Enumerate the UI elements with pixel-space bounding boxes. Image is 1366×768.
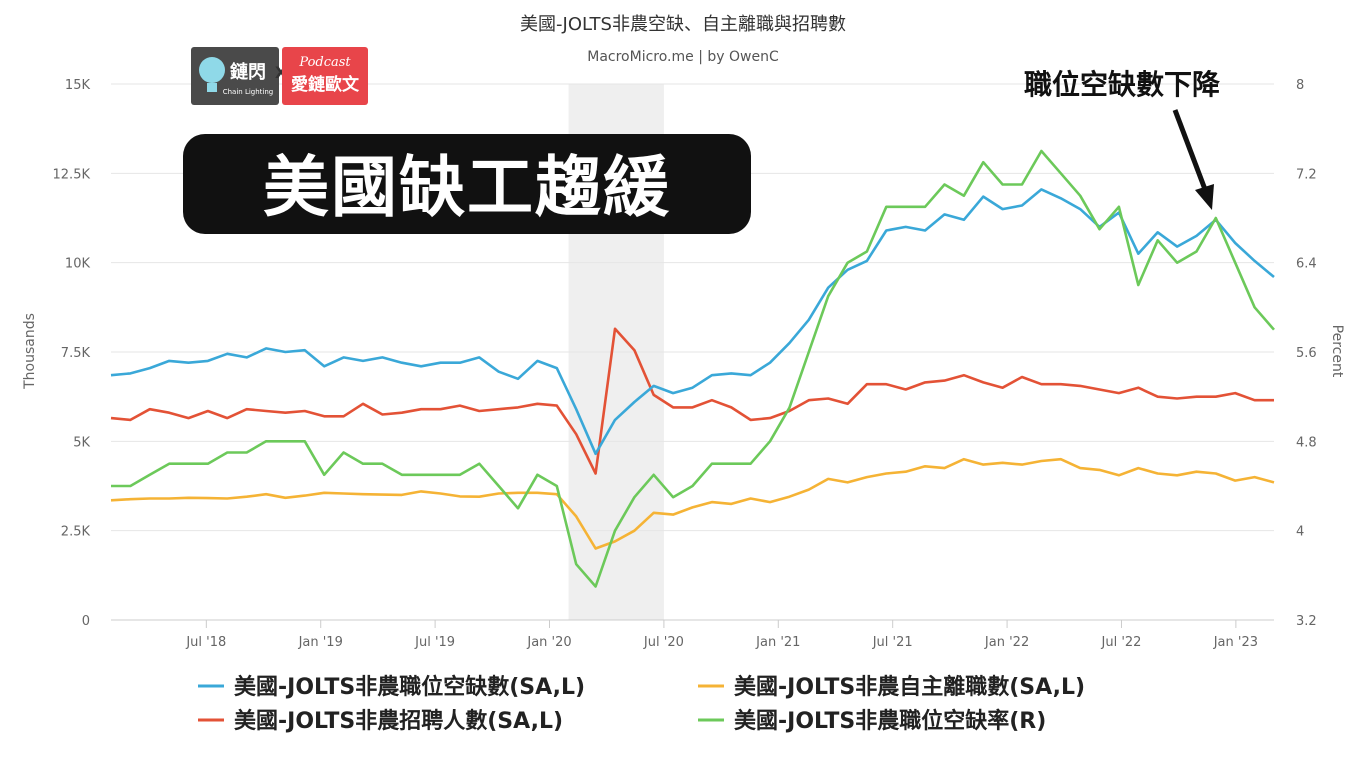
legend-entry[interactable]: 美國-JOLTS非農職位空缺數(SA,L): [234, 674, 585, 700]
x-tick-label: Jan '20: [526, 635, 571, 650]
right-tick-label: 5.6: [1296, 346, 1317, 361]
x-tick-label: Jan '22: [984, 635, 1029, 650]
logo-left-text: 鏈閃: [230, 61, 266, 83]
left-axis-title: Thousands: [22, 313, 38, 390]
banner-text: 美國缺工趨緩: [263, 149, 671, 226]
x-tick-label: Jul '19: [414, 635, 455, 650]
x-tick-label: Jul '18: [185, 635, 226, 650]
chart-title: 美國-JOLTS非農空缺、自主離職與招聘數: [520, 14, 846, 35]
left-tick-label: 2.5K: [61, 525, 91, 540]
left-tick-label: 0: [82, 614, 90, 629]
logo-podcast: Podcast 愛鏈歐文: [282, 47, 368, 105]
logo-left-subtext: Chain Lighting: [223, 88, 274, 96]
left-tick-label: 5K: [73, 435, 90, 450]
left-tick-label: 12.5K: [53, 167, 91, 182]
right-tick-label: 4: [1296, 525, 1304, 540]
legend: 美國-JOLTS非農職位空缺數(SA,L) 美國-JOLTS非農招聘人數(SA,L…: [198, 674, 1085, 734]
right-tick-label: 4.8: [1296, 435, 1317, 450]
left-tick-label: 7.5K: [61, 346, 91, 361]
x-tick-label: Jan '21: [755, 635, 800, 650]
logo-chain-lighting: 鏈閃 Chain Lighting: [191, 47, 279, 105]
right-tick-label: 8: [1296, 78, 1304, 93]
left-tick-label: 15K: [65, 78, 91, 93]
series-line-2: [110, 457, 1275, 550]
logo-right-main: 愛鏈歐文: [291, 74, 360, 95]
chart-subtitle: MacroMicro.me | by OwenC: [587, 49, 779, 65]
x-axis: Jul '18 Jan '19 Jul '19 Jan '20 Jul '20 Jan '…: [185, 620, 1258, 650]
series-group: [110, 149, 1275, 588]
annotation-text: 職位空缺數下降: [1024, 68, 1221, 101]
series-line-1: [110, 327, 1274, 475]
x-tick-label: Jul '21: [872, 635, 913, 650]
x-tick-label: Jan '23: [1213, 635, 1258, 650]
legend-entry[interactable]: 美國-JOLTS非農招聘人數(SA,L): [234, 708, 563, 734]
bulb-icon: [199, 57, 225, 83]
legend-entry[interactable]: 美國-JOLTS非農職位空缺率(R): [734, 708, 1046, 734]
banner: 美國缺工趨緩: [183, 134, 751, 234]
right-tick-label: 6.4: [1296, 257, 1317, 272]
left-axis: 0 2.5K 5K 7.5K 10K 12.5K 15K: [53, 78, 91, 629]
banner-background: [183, 134, 751, 234]
x-tick-label: Jul '22: [1101, 635, 1142, 650]
left-tick-label: 10K: [65, 257, 91, 272]
x-tick-label: Jul '20: [643, 635, 684, 650]
annotation-arrow: [1172, 109, 1214, 210]
right-axis: 3.2 4 4.8 5.6 6.4 7.2 8: [1296, 78, 1317, 629]
series-line-3: [111, 149, 1275, 588]
legend-entry[interactable]: 美國-JOLTS非農自主離職數(SA,L): [734, 674, 1085, 700]
right-tick-label: 3.2: [1296, 614, 1317, 629]
series-line-0: [110, 188, 1275, 456]
x-tick-label: Jan '19: [298, 635, 343, 650]
right-tick-label: 7.2: [1296, 167, 1317, 182]
logo-right-top: Podcast: [298, 55, 351, 70]
right-axis-title: Percent: [1329, 325, 1345, 378]
